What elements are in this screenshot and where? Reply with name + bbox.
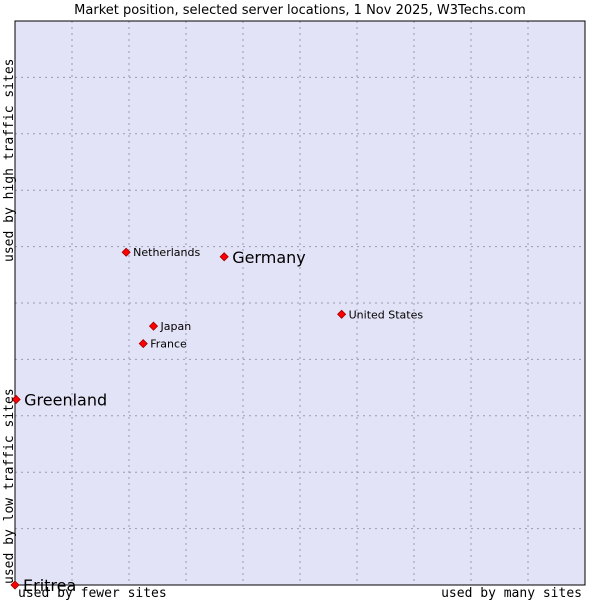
data-label-germany: Germany <box>232 248 306 267</box>
plot-border <box>14 20 586 586</box>
data-label-united-states: United States <box>349 308 424 321</box>
data-point-netherlands <box>121 247 131 257</box>
data-label-greenland: Greenland <box>24 390 107 409</box>
plot-area: Netherlands Germany United States Japan Fran… <box>10 20 586 595</box>
data-label-japan: Japan <box>160 320 192 333</box>
data-point-japan <box>148 321 159 331</box>
data-point-united-states <box>337 309 347 319</box>
data-label-france: France <box>150 338 187 351</box>
data-point-france <box>138 339 148 349</box>
data-point-germany <box>219 252 229 262</box>
x-axis-label-left: used by fewer sites <box>18 586 167 600</box>
chart-title: Market position, selected server locatio… <box>74 3 526 18</box>
data-point-eritrea <box>10 580 20 590</box>
data-label-netherlands: Netherlands <box>133 246 200 259</box>
y-axis-label-low: used by low traffic sites <box>2 388 17 584</box>
data-point-greenland <box>11 394 21 405</box>
x-axis-label-right: used by many sites <box>441 586 582 600</box>
data-label-eritrea: Eritrea <box>23 576 76 595</box>
y-axis-label-high: used by high traffic sites <box>2 59 17 263</box>
